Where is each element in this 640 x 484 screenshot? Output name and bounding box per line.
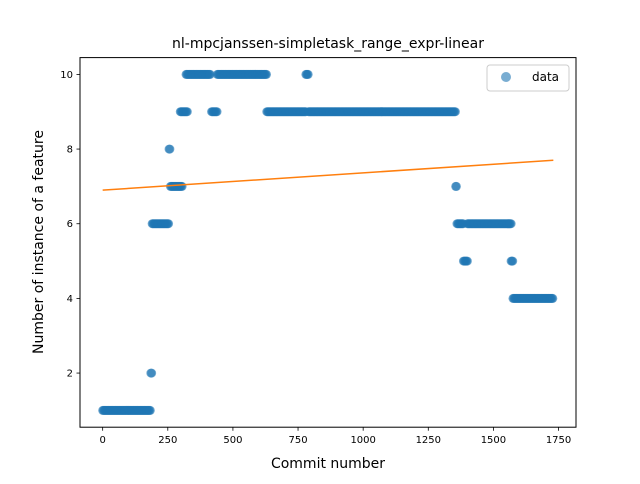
data-point: [451, 107, 460, 116]
y-tick-label: 10: [60, 70, 73, 81]
x-tick-label: 0: [99, 435, 105, 446]
data-point: [164, 219, 173, 228]
y-tick-label: 6: [67, 219, 73, 230]
data-point: [183, 107, 192, 116]
y-tick-label: 8: [67, 145, 73, 156]
x-tick-label: 1750: [546, 435, 571, 446]
x-tick-label: 500: [223, 435, 242, 446]
x-tick-label: 1000: [350, 435, 375, 446]
data-point: [165, 145, 174, 154]
y-tick-label: 2: [67, 369, 73, 380]
data-point: [508, 257, 517, 266]
y-axis-label: Number of instance of a feature: [31, 130, 47, 354]
data-point: [178, 182, 187, 191]
legend-marker: [501, 72, 511, 82]
data-point: [146, 406, 155, 415]
data-point: [507, 219, 516, 228]
data-point: [213, 107, 222, 116]
data-point: [452, 182, 461, 191]
legend-label: data: [532, 70, 559, 84]
data-point: [304, 70, 313, 79]
x-tick-label: 250: [158, 435, 177, 446]
y-tick-label: 4: [67, 294, 73, 305]
data-point: [262, 70, 271, 79]
data-point: [548, 294, 557, 303]
x-tick-label: 1500: [481, 435, 506, 446]
x-axis-label: Commit number: [271, 456, 385, 472]
legend: data: [487, 65, 569, 91]
data-point: [147, 369, 156, 378]
data-point: [463, 257, 472, 266]
chart-title: nl-mpcjanssen-simpletask_range_expr-line…: [172, 36, 484, 52]
x-tick-label: 750: [288, 435, 307, 446]
x-tick-label: 1250: [416, 435, 441, 446]
